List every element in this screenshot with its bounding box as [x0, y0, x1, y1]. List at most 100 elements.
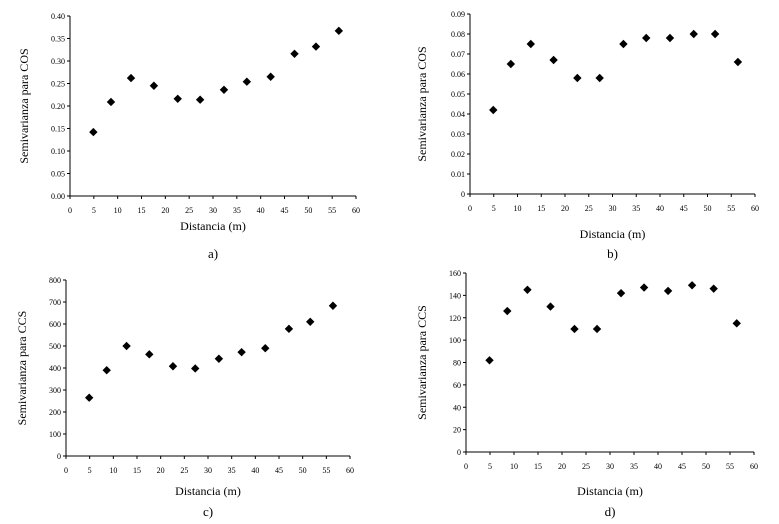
x-tick-label: 15 [138, 206, 146, 215]
x-tick-label: 55 [322, 466, 330, 475]
x-tick-label: 55 [328, 206, 336, 215]
chart-panel-c: 0 100 200 300 400 500 600 700 800 0 5 10 15 20 25 30 35 4… [15, 276, 354, 519]
x-tick-label: 25 [585, 204, 593, 213]
data-point [506, 59, 516, 69]
x-tick-label: 40 [656, 204, 664, 213]
data-point [523, 285, 532, 294]
panel-label: d) [605, 504, 616, 519]
x-tick-label: 0 [468, 204, 472, 213]
panel-label: a) [208, 246, 218, 261]
y-tick-label: 0.06 [451, 70, 465, 79]
data-point [526, 39, 535, 49]
data-point [595, 73, 604, 83]
data-point [639, 283, 649, 292]
data-point [84, 393, 94, 402]
y-tick-label: 140 [449, 291, 461, 300]
x-axis-title: Distancia (m) [580, 227, 646, 241]
data-point [687, 281, 697, 290]
y-tick-label: 400 [49, 364, 61, 373]
x-tick-label: 5 [488, 462, 492, 471]
data-point [334, 26, 344, 36]
x-tick-label: 15 [534, 462, 542, 471]
y-tick-label: 60 [453, 381, 461, 390]
y-tick-label: 40 [453, 403, 461, 412]
data-point [642, 33, 651, 43]
y-tick-label: 0.35 [51, 35, 65, 44]
y-tick-label: 20 [453, 426, 461, 435]
y-tick-label: 0 [461, 190, 465, 199]
x-tick-label: 30 [609, 204, 617, 213]
y-tick-label: 0.15 [51, 125, 65, 134]
x-tick-label: 45 [275, 466, 283, 475]
y-tick-label: 0.01 [451, 170, 465, 179]
data-point [592, 324, 602, 334]
x-tick-label: 10 [114, 206, 122, 215]
data-point [328, 301, 338, 310]
data-point [106, 97, 116, 107]
x-tick-label: 60 [750, 462, 758, 471]
x-tick-label: 60 [751, 204, 759, 213]
data-point [290, 49, 299, 58]
x-tick-label: 15 [133, 466, 141, 475]
y-tick-label: 200 [49, 408, 61, 417]
x-tick-label: 20 [558, 462, 566, 471]
y-tick-label: 800 [49, 276, 61, 285]
data-point [261, 344, 270, 353]
data-point [709, 284, 718, 293]
x-tick-label: 10 [514, 204, 522, 213]
data-point [126, 73, 136, 83]
data-point [616, 288, 626, 298]
x-tick-label: 25 [185, 206, 193, 215]
y-tick-label: 100 [49, 430, 61, 439]
x-tick-label: 35 [233, 206, 241, 215]
y-tick-label: 80 [453, 359, 461, 368]
data-point [503, 306, 512, 316]
data-point [195, 95, 205, 104]
data-point [242, 77, 252, 86]
x-tick-label: 20 [561, 204, 569, 213]
chart-panel-d: 0 20 40 60 80 100 120 140 160 0 5 10 15 20 25 30 35 40 45 5… [415, 269, 758, 519]
data-point [710, 29, 720, 39]
y-tick-label: 0.08 [451, 30, 465, 39]
x-tick-label: 50 [299, 466, 307, 475]
x-axis-title: Distancia (m) [577, 484, 643, 498]
y-tick-label: 0.40 [51, 12, 65, 21]
data-point [485, 356, 494, 365]
y-tick-label: 0.03 [451, 130, 465, 139]
data-point [102, 366, 111, 375]
data-point [619, 39, 628, 49]
y-tick-label: 0.00 [51, 192, 65, 201]
data-point [145, 350, 154, 359]
y-tick-label: 160 [449, 269, 461, 278]
data-point [191, 364, 200, 373]
x-tick-label: 40 [654, 462, 662, 471]
x-tick-label: 25 [582, 462, 590, 471]
y-tick-label: 0.04 [451, 110, 465, 119]
x-tick-label: 35 [632, 204, 640, 213]
data-point [546, 302, 555, 311]
y-tick-label: 700 [49, 298, 61, 307]
data-point [173, 94, 182, 103]
y-tick-label: 500 [49, 342, 61, 351]
data-point [266, 72, 275, 81]
y-tick-label: 0.09 [451, 10, 465, 19]
x-tick-label: 55 [727, 204, 735, 213]
y-tick-label: 0.20 [51, 102, 65, 111]
x-tick-label: 40 [257, 206, 265, 215]
data-point [311, 42, 321, 51]
data-point [149, 81, 159, 90]
data-point [214, 354, 224, 363]
y-tick-label: 0 [457, 448, 461, 457]
x-tick-label: 0 [64, 466, 68, 475]
data-point [732, 319, 741, 328]
x-tick-label: 35 [228, 466, 236, 475]
x-tick-label: 60 [346, 466, 354, 475]
y-tick-label: 0.07 [451, 50, 465, 59]
data-point [306, 317, 315, 326]
y-tick-label: 0.02 [451, 150, 465, 159]
data-point [168, 362, 178, 371]
data-point [665, 33, 675, 43]
x-tick-label: 45 [281, 206, 289, 215]
data-point [573, 73, 582, 83]
y-axis-title: Semivarianza para CCS [15, 311, 29, 426]
